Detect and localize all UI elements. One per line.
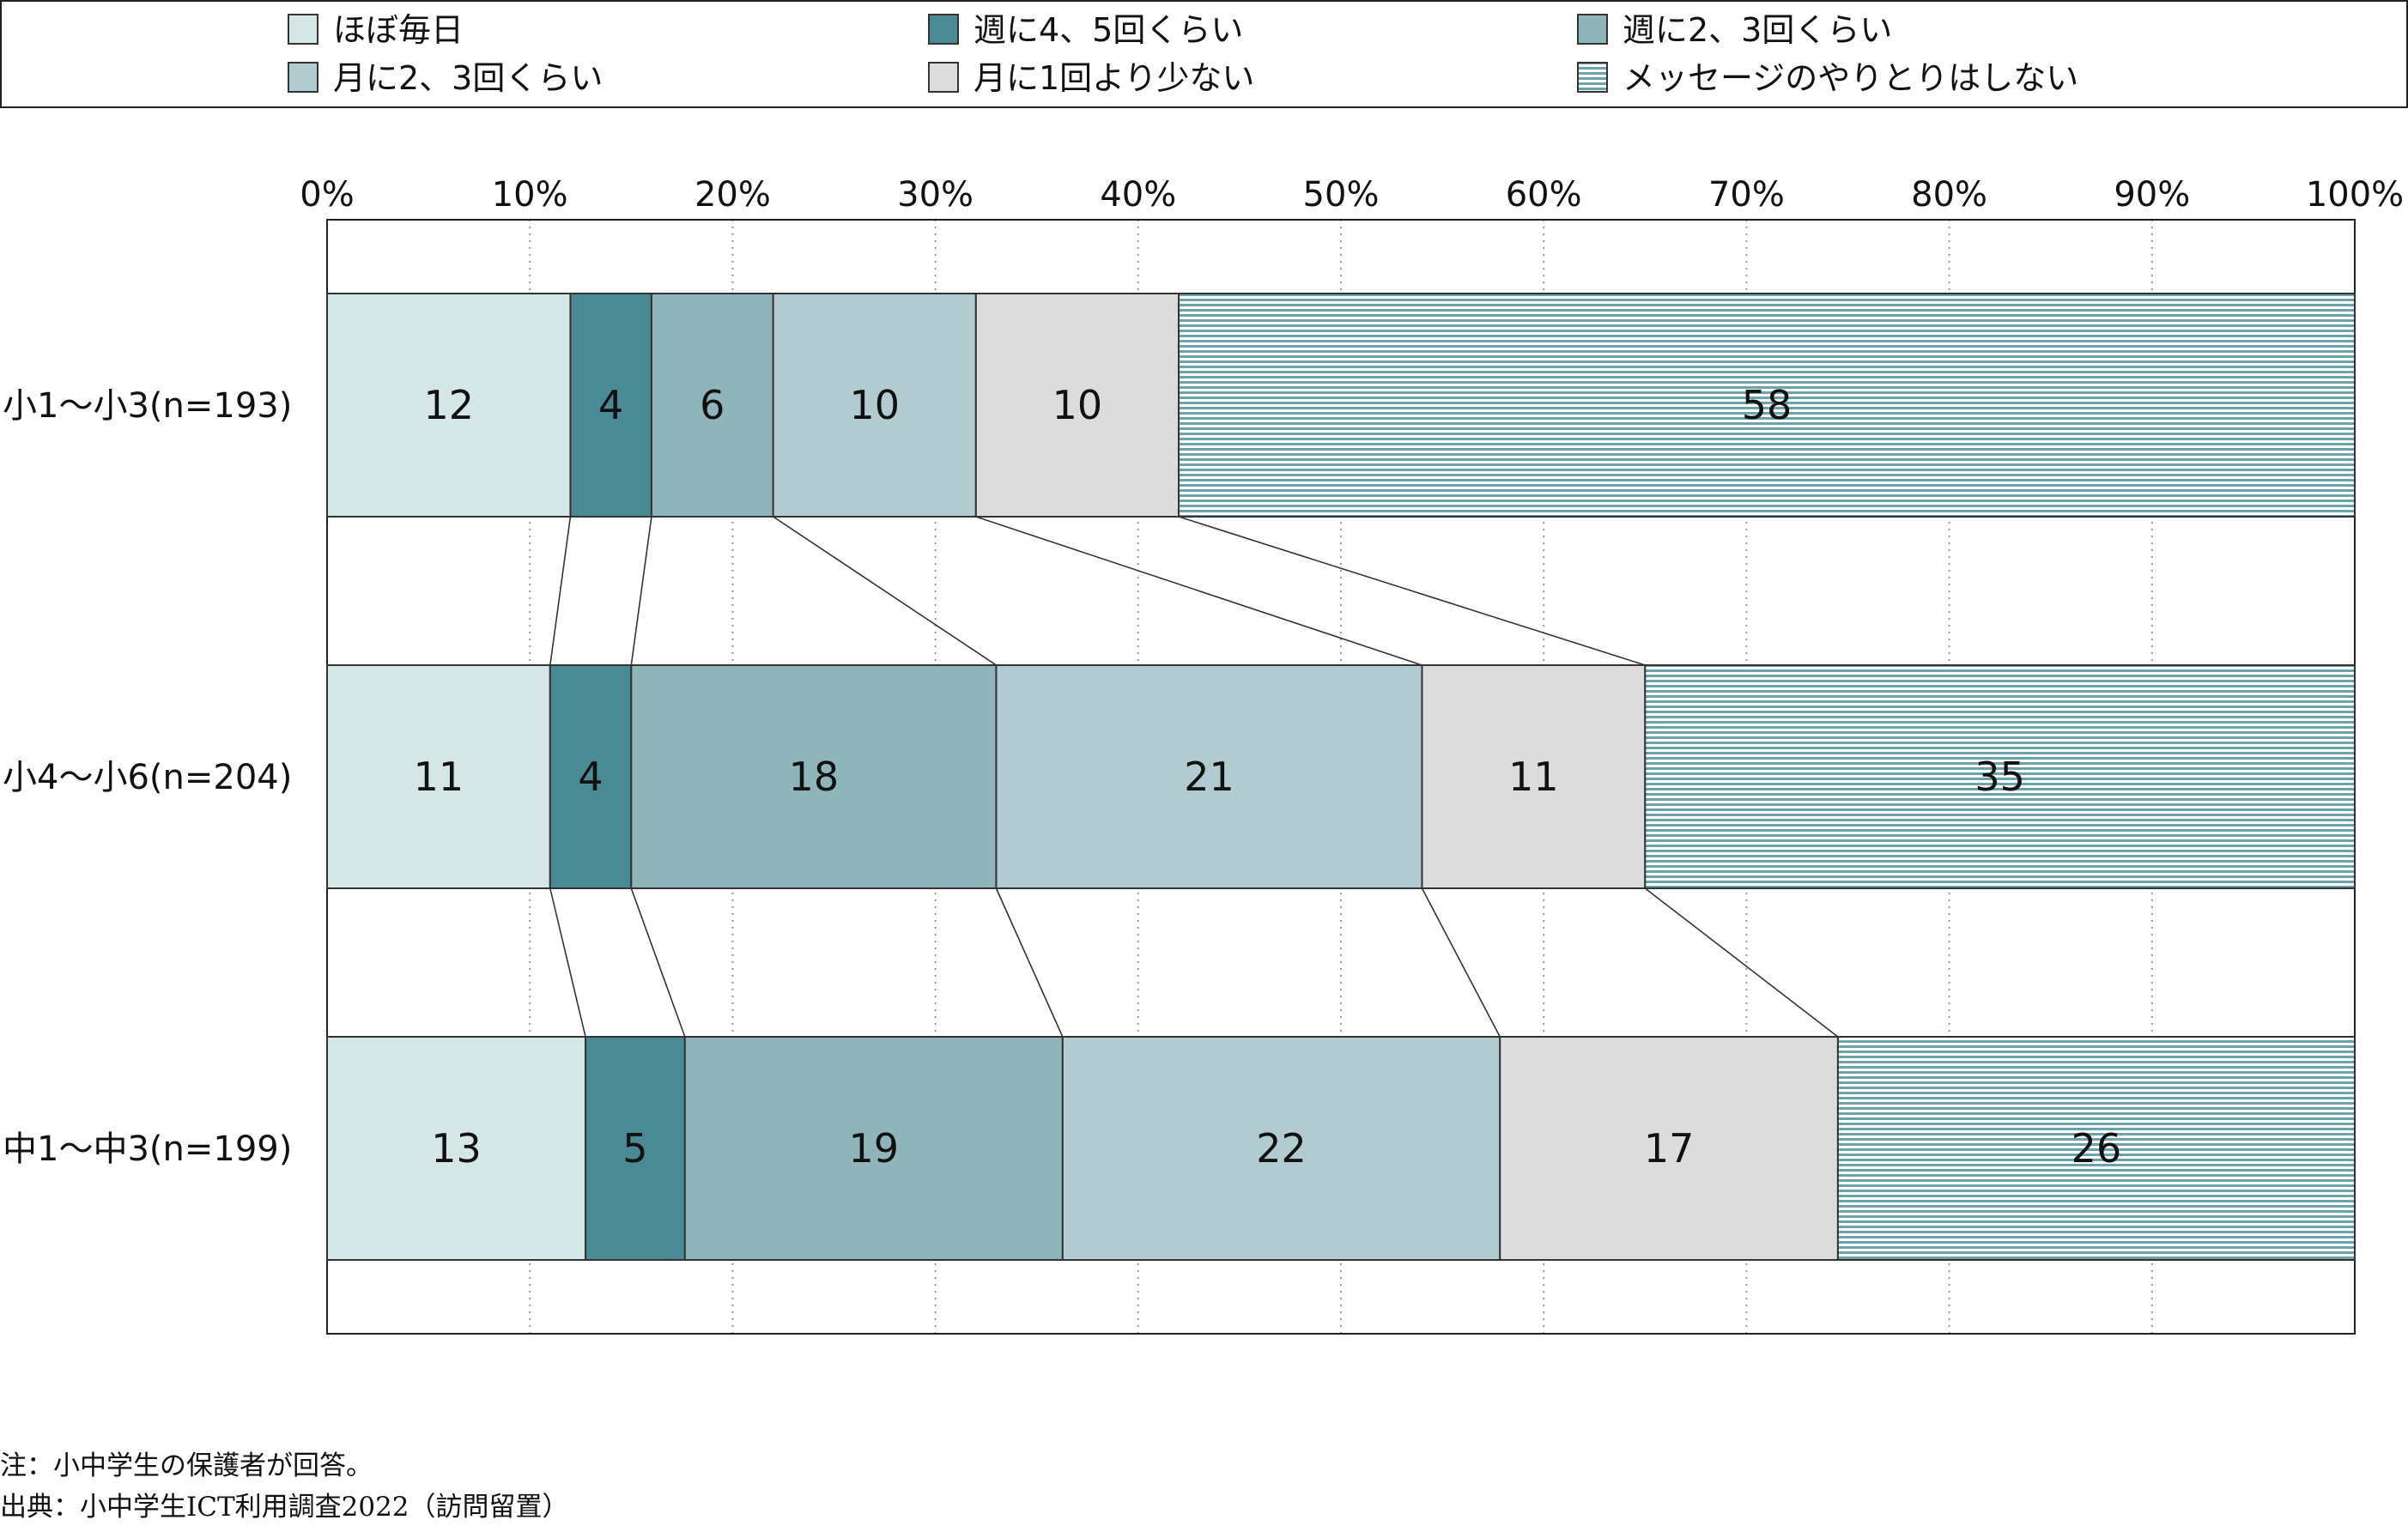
bar-segment <box>1061 1036 1501 1261</box>
connector-line <box>975 516 1422 666</box>
category-labels: 小1～小3(n=193) 小4～小6(n=204) 中1～中3(n=199) <box>3 386 292 1169</box>
legend-swatch <box>928 62 959 93</box>
bar-segment <box>630 664 998 889</box>
tick-label: 30% <box>897 175 974 215</box>
data-label: 10 <box>849 382 900 428</box>
data-label: 11 <box>414 754 464 800</box>
connector-line <box>549 516 572 666</box>
legend-swatch <box>1577 14 1608 45</box>
legend-label: 月に1回より少ない <box>974 59 1254 97</box>
data-label: 35 <box>1974 754 2025 800</box>
bar-segment <box>1499 1036 1839 1261</box>
data-label: 21 <box>1184 754 1234 800</box>
tick-label: 20% <box>694 175 771 215</box>
data-label: 4 <box>598 382 623 428</box>
note-text: 注：小中学生の保護者が回答。 <box>0 1450 373 1481</box>
bar-segment <box>1178 293 2356 518</box>
data-label: 6 <box>700 382 725 428</box>
bar-segment <box>326 664 551 889</box>
category-label: 小1～小3(n=193) <box>3 386 292 426</box>
legend-swatch <box>928 14 959 45</box>
tick-label: 90% <box>2114 175 2190 215</box>
legend-label: 週に4、5回くらい <box>974 11 1243 49</box>
category-label: 小4～小6(n=204) <box>3 758 292 797</box>
legend-label: メッセージのやりとりはしない <box>1623 59 2078 97</box>
connector-lines <box>549 516 1839 1038</box>
x-axis-ticks: 0% 10% 20% 30% 40% 50% 60% 70% 80% 90% 100% <box>300 175 2404 215</box>
connector-line <box>1644 887 1839 1038</box>
bar-segment <box>326 1036 587 1261</box>
data-label: 5 <box>622 1125 647 1172</box>
data-label: 22 <box>1256 1125 1307 1172</box>
bar-segment <box>549 664 633 889</box>
tick-label: 0% <box>300 175 354 215</box>
data-label: 58 <box>1742 382 1792 428</box>
bar-segment <box>772 293 977 518</box>
bar-segment <box>1421 664 1647 889</box>
tick-label: 50% <box>1303 175 1380 215</box>
legend-swatch <box>1577 62 1608 93</box>
data-label: 13 <box>431 1125 482 1172</box>
bar-segment <box>585 1036 686 1261</box>
bar-segment <box>326 293 572 518</box>
data-label: 19 <box>849 1125 900 1172</box>
legend-label: 週に2、3回くらい <box>1623 11 1892 49</box>
connector-line <box>630 887 686 1038</box>
tick-label: 60% <box>1506 175 1582 215</box>
bar-segment <box>1836 1036 2356 1261</box>
tick-label: 40% <box>1100 175 1176 215</box>
connector-line <box>1421 887 1501 1038</box>
legend-label: ほぼ毎日 <box>333 11 464 49</box>
data-label: 11 <box>1508 754 1559 800</box>
data-label: 26 <box>2071 1125 2122 1172</box>
connector-line <box>549 887 586 1038</box>
data-label: 10 <box>1052 382 1103 428</box>
tick-label: 100% <box>2306 175 2404 215</box>
tick-label: 10% <box>492 175 568 215</box>
connector-line <box>1178 516 1646 666</box>
data-label: 12 <box>423 382 474 428</box>
connector-line <box>630 516 652 666</box>
legend-box <box>0 0 2408 108</box>
source-text: 出典：小中学生ICT利用調査2022（訪問留置） <box>0 1492 569 1523</box>
bar-segment <box>995 664 1423 889</box>
bar-segment <box>650 293 774 518</box>
data-label: 4 <box>578 754 603 800</box>
legend-label: 月に2、3回くらい <box>333 59 603 97</box>
category-label: 中1～中3(n=199) <box>3 1129 292 1169</box>
bar-segment <box>1644 664 2356 889</box>
data-label: 17 <box>1644 1125 1695 1172</box>
tick-label: 70% <box>1708 175 1785 215</box>
legend-swatch <box>288 14 318 45</box>
bar-segment <box>974 293 1180 518</box>
legend-swatch <box>288 62 318 93</box>
data-label: 18 <box>789 754 840 800</box>
bars: 12 4 6 10 10 58 11 4 18 21 11 35 13 5 19 22 17 26 <box>326 293 2356 1261</box>
tick-label: 80% <box>1911 175 1987 215</box>
connector-line <box>773 516 997 666</box>
bar-segment <box>569 293 652 518</box>
bar-segment <box>683 1036 1064 1261</box>
connector-line <box>995 887 1064 1038</box>
